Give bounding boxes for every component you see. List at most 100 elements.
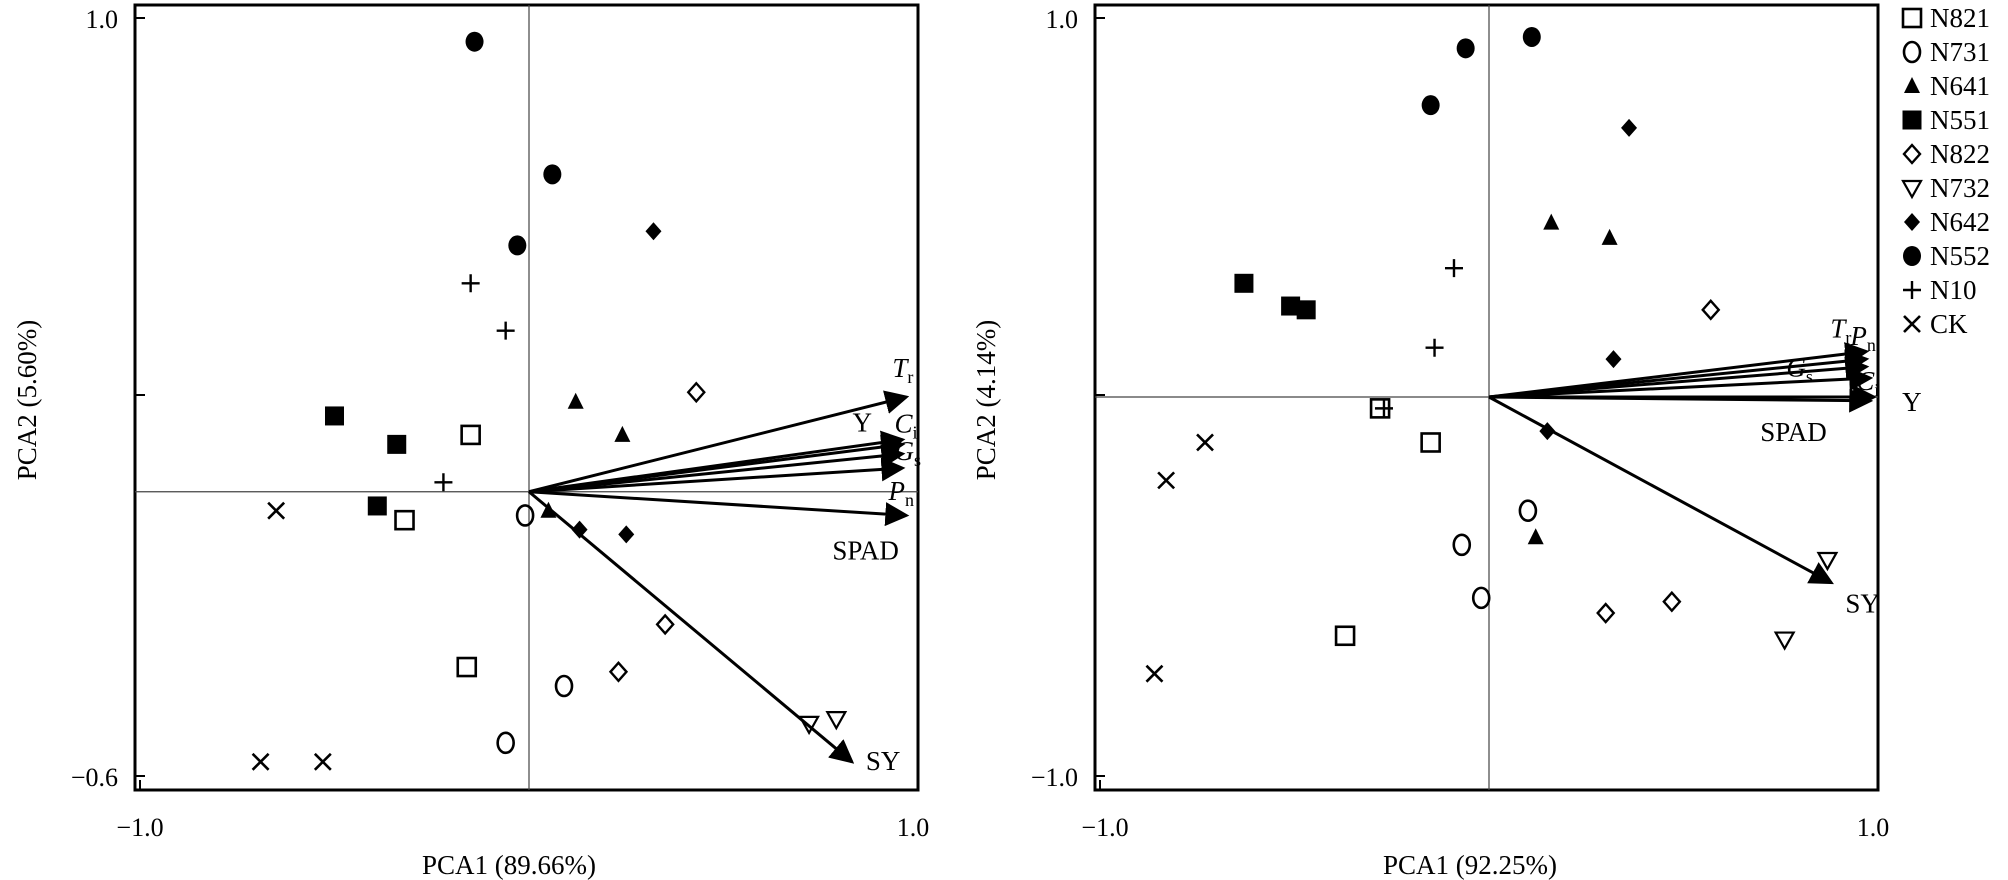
point-n821 [394, 509, 415, 531]
point-n641 [1527, 528, 1544, 545]
legend-label: N552 [1930, 241, 1990, 271]
legend-label: N10 [1930, 275, 1977, 305]
point-n552 [543, 164, 562, 185]
point-n731 [1452, 533, 1472, 557]
point-n732 [1773, 631, 1796, 651]
legend-marker-n822 [1902, 143, 1922, 165]
legend-item-n551: N551 [1902, 105, 1990, 135]
pca-panel-left: −1.0 1.0 1.0 −0.6 PCA1 (89.66%) PCA2 (5.… [12, 3, 930, 880]
x-tick-label-min: −1.0 [116, 813, 163, 842]
point-n641 [540, 501, 557, 518]
y-tick-label-min: −1.0 [1031, 763, 1078, 792]
y-tick-label-max: 1.0 [1046, 5, 1079, 34]
point-n552 [508, 235, 527, 256]
point-n551 [387, 434, 407, 454]
legend-marker-n731 [1902, 40, 1922, 64]
zero-lines [135, 5, 918, 790]
y-tick-label-max: 1.0 [86, 5, 119, 34]
point-ck [251, 752, 270, 771]
vector-arrow-Ci [528, 435, 906, 494]
point-ck [313, 752, 332, 771]
legend-label: N641 [1930, 71, 1990, 101]
point-n822 [608, 660, 629, 683]
legend-label: N822 [1930, 139, 1990, 169]
point-n551 [325, 406, 344, 426]
legend-marker-n552 [1903, 246, 1921, 266]
point-n10 [461, 274, 480, 293]
point-n10 [1425, 338, 1444, 357]
point-n10 [1374, 399, 1393, 418]
legend-item-n821: N821 [1901, 3, 1990, 33]
vector-arrow-Gs [528, 444, 906, 494]
legend-item-n822: N822 [1902, 139, 1990, 169]
vector-label-Y: Y [852, 408, 872, 438]
point-n642 [571, 520, 588, 539]
legend-marker-n10 [1903, 281, 1921, 299]
point-n731 [554, 674, 574, 698]
legend-marker-n642 [1904, 213, 1920, 231]
vector-label-Pn: Pn [887, 476, 914, 510]
vector-label-Ci: Ci [894, 408, 917, 442]
point-ck [267, 501, 286, 520]
x-tick-label-min: −1.0 [1081, 813, 1128, 842]
point-n642 [645, 222, 662, 241]
vector-label-Ci: Ci [1856, 366, 1879, 400]
legend-label: N731 [1930, 37, 1990, 67]
y-axis-label: PCA2 (5.60%) [12, 320, 42, 481]
legend-label: N551 [1930, 105, 1990, 135]
point-n641 [614, 425, 631, 442]
vector-label-SY: SY [1845, 589, 1880, 619]
vector-arrow-SPAD [1488, 388, 1874, 413]
point-n732 [825, 711, 848, 731]
point-n821 [460, 424, 481, 446]
point-n731 [496, 731, 515, 755]
point-n552 [1522, 26, 1541, 47]
legend-marker-n732 [1901, 179, 1923, 200]
point-n821 [456, 656, 478, 678]
point-n822 [686, 381, 706, 404]
legend-label: CK [1930, 309, 1968, 339]
legend-item-n10: N10 [1903, 275, 1977, 305]
legend-item-n732: N732 [1901, 173, 1990, 203]
legend-marker-n821 [1901, 7, 1923, 29]
point-n821 [1334, 625, 1356, 647]
legend-marker-n641 [1904, 77, 1920, 93]
point-ck [1145, 664, 1164, 683]
point-n822 [1662, 590, 1682, 613]
point-ck [1157, 471, 1176, 490]
legend-marker-n551 [1902, 110, 1922, 130]
vector-label-SY: SY [866, 746, 901, 776]
vector-label-Y: Y [1902, 387, 1922, 417]
y-axis-ticks: 1.0 −0.6 [71, 5, 145, 792]
point-n551 [367, 496, 387, 516]
y-axis-ticks: 1.0 −1.0 [1031, 5, 1105, 792]
point-n10 [434, 473, 453, 492]
x-tick-label-max: 1.0 [897, 813, 930, 842]
point-n822 [655, 613, 675, 636]
x-axis-ticks: −1.0 1.0 [1081, 780, 1889, 842]
point-n642 [1605, 350, 1622, 369]
y-axis-label: PCA2 (4.14%) [971, 320, 1001, 481]
point-n551 [1234, 273, 1254, 293]
score-points [251, 31, 848, 771]
point-n821 [1420, 432, 1441, 453]
point-n732 [798, 715, 820, 736]
y-tick-label-min: −0.6 [71, 763, 118, 792]
vector-arrow-Gs [1488, 356, 1870, 399]
vector-label-SPAD: SPAD [832, 535, 899, 565]
legend-label: N821 [1930, 3, 1990, 33]
legend-marker-ck [1903, 315, 1921, 333]
point-ck [1196, 433, 1214, 452]
vector-label-Tr: Tr [1830, 314, 1851, 348]
point-n552 [1421, 95, 1440, 116]
point-n731 [1518, 499, 1538, 523]
x-axis-label: PCA1 (89.66%) [422, 850, 596, 880]
point-n731 [1471, 586, 1491, 610]
point-n731 [515, 504, 535, 527]
point-n642 [1621, 118, 1638, 137]
vector-label-SPAD: SPAD [1760, 417, 1827, 447]
vector-arrow-Tr [528, 390, 910, 494]
